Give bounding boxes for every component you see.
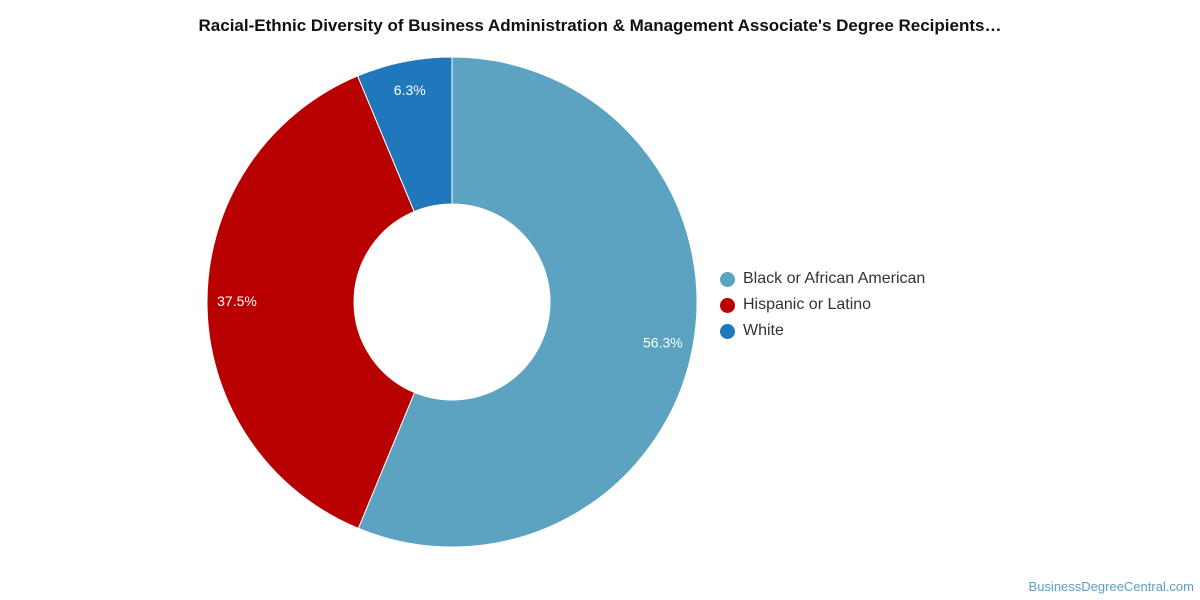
legend-label: Hispanic or Latino xyxy=(743,296,872,313)
legend-label: Black or African American xyxy=(743,270,926,287)
legend-label: White xyxy=(743,322,784,339)
slice-hispanic-or-latino[interactable] xyxy=(206,75,416,530)
slice-black-or-african-american[interactable] xyxy=(357,56,698,548)
legend-swatch xyxy=(720,271,735,287)
slice-labels: 56.3% 37.5% 6.3% xyxy=(217,82,683,351)
donut-slices xyxy=(206,56,698,548)
legend-item-black-or-african-american[interactable]: Black or African American xyxy=(720,266,925,292)
chart-title: Racial-Ethnic Diversity of Business Admi… xyxy=(198,16,1002,35)
source-watermark[interactable]: BusinessDegreeCentral.com xyxy=(1028,579,1194,594)
slice-label-hispanic-or-latino: 37.5% xyxy=(217,293,257,309)
legend-item-hispanic-or-latino[interactable]: Hispanic or Latino xyxy=(720,292,925,318)
legend-swatch xyxy=(720,297,735,313)
slice-label-black-or-african-american: 56.3% xyxy=(643,335,683,351)
slice-white[interactable] xyxy=(356,56,453,213)
legend-swatch xyxy=(720,323,735,339)
legend-item-white[interactable]: White xyxy=(720,318,925,344)
chart-legend: Black or African American Hispanic or Lat… xyxy=(720,266,925,344)
slice-label-white: 6.3% xyxy=(394,82,426,98)
